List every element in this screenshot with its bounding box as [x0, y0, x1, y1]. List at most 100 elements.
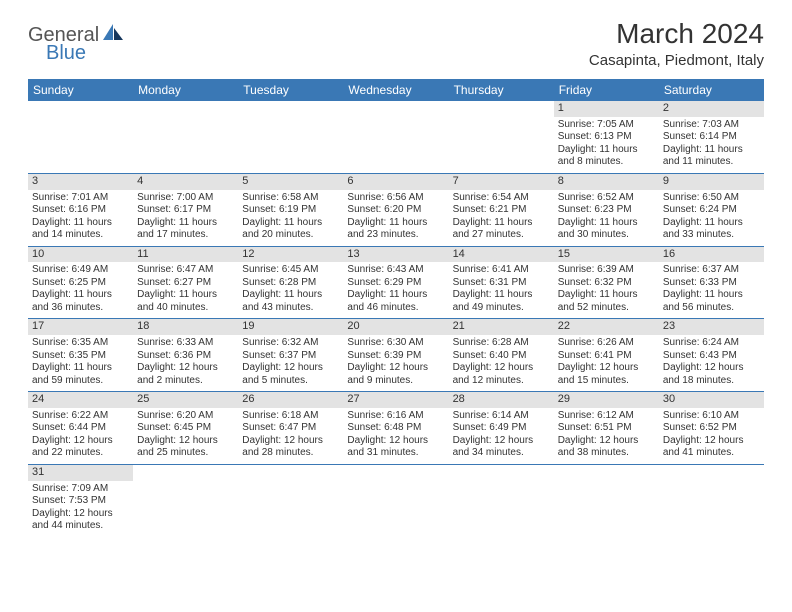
sunrise-text: Sunrise: 7:03 AM — [663, 119, 760, 132]
daylight-text: Daylight: 12 hours and 15 minutes. — [558, 362, 655, 387]
sunrise-text: Sunrise: 7:01 AM — [32, 192, 129, 205]
calendar-cell: 21Sunrise: 6:28 AMSunset: 6:40 PMDayligh… — [449, 319, 554, 391]
day-number — [449, 465, 554, 481]
daylight-text: Daylight: 12 hours and 18 minutes. — [663, 362, 760, 387]
sunrise-text: Sunrise: 6:50 AM — [663, 192, 760, 205]
weekday-thu: Thursday — [449, 79, 554, 101]
calendar-cell: 8Sunrise: 6:52 AMSunset: 6:23 PMDaylight… — [554, 174, 659, 246]
day-number: 21 — [449, 319, 554, 335]
daylight-text: Daylight: 11 hours and 27 minutes. — [453, 217, 550, 242]
day-number: 10 — [28, 247, 133, 263]
day-number: 7 — [449, 174, 554, 190]
sunrise-text: Sunrise: 7:09 AM — [32, 483, 129, 496]
daylight-text: Daylight: 12 hours and 41 minutes. — [663, 435, 760, 460]
sunrise-text: Sunrise: 6:20 AM — [137, 410, 234, 423]
calendar-week: 31Sunrise: 7:09 AMSunset: 7:53 PMDayligh… — [28, 465, 764, 537]
sunset-text: Sunset: 6:52 PM — [663, 422, 760, 435]
day-number: 1 — [554, 101, 659, 117]
sunrise-text: Sunrise: 7:00 AM — [137, 192, 234, 205]
daylight-text: Daylight: 11 hours and 8 minutes. — [558, 144, 655, 169]
calendar-cell: 14Sunrise: 6:41 AMSunset: 6:31 PMDayligh… — [449, 247, 554, 319]
logo-text-blue: Blue — [46, 42, 86, 65]
day-number: 20 — [343, 319, 448, 335]
day-number: 26 — [238, 392, 343, 408]
calendar-week: 17Sunrise: 6:35 AMSunset: 6:35 PMDayligh… — [28, 319, 764, 392]
sunset-text: Sunset: 6:51 PM — [558, 422, 655, 435]
calendar-cell: 13Sunrise: 6:43 AMSunset: 6:29 PMDayligh… — [343, 247, 448, 319]
sunrise-text: Sunrise: 6:18 AM — [242, 410, 339, 423]
sunset-text: Sunset: 6:33 PM — [663, 277, 760, 290]
day-content: Sunrise: 6:58 AMSunset: 6:19 PMDaylight:… — [238, 190, 343, 246]
sunrise-text: Sunrise: 6:26 AM — [558, 337, 655, 350]
calendar-cell: 18Sunrise: 6:33 AMSunset: 6:36 PMDayligh… — [133, 319, 238, 391]
day-number: 22 — [554, 319, 659, 335]
calendar-cell — [133, 101, 238, 173]
day-number — [238, 465, 343, 481]
day-number: 16 — [659, 247, 764, 263]
sunset-text: Sunset: 6:44 PM — [32, 422, 129, 435]
daylight-text: Daylight: 12 hours and 31 minutes. — [347, 435, 444, 460]
day-number — [28, 101, 133, 117]
calendar-cell — [449, 101, 554, 173]
daylight-text: Daylight: 11 hours and 14 minutes. — [32, 217, 129, 242]
sunset-text: Sunset: 6:49 PM — [453, 422, 550, 435]
day-number: 14 — [449, 247, 554, 263]
sunrise-text: Sunrise: 6:24 AM — [663, 337, 760, 350]
daylight-text: Daylight: 11 hours and 52 minutes. — [558, 289, 655, 314]
day-content: Sunrise: 7:01 AMSunset: 6:16 PMDaylight:… — [28, 190, 133, 246]
day-content: Sunrise: 6:37 AMSunset: 6:33 PMDaylight:… — [659, 262, 764, 318]
sunset-text: Sunset: 6:17 PM — [137, 204, 234, 217]
daylight-text: Daylight: 11 hours and 43 minutes. — [242, 289, 339, 314]
weekday-sun: Sunday — [28, 79, 133, 101]
daylight-text: Daylight: 11 hours and 59 minutes. — [32, 362, 129, 387]
day-content: Sunrise: 6:41 AMSunset: 6:31 PMDaylight:… — [449, 262, 554, 318]
calendar-cell: 31Sunrise: 7:09 AMSunset: 7:53 PMDayligh… — [28, 465, 133, 537]
sunset-text: Sunset: 6:27 PM — [137, 277, 234, 290]
sunrise-text: Sunrise: 6:58 AM — [242, 192, 339, 205]
daylight-text: Daylight: 12 hours and 9 minutes. — [347, 362, 444, 387]
day-content: Sunrise: 6:39 AMSunset: 6:32 PMDaylight:… — [554, 262, 659, 318]
day-content: Sunrise: 6:26 AMSunset: 6:41 PMDaylight:… — [554, 335, 659, 391]
daylight-text: Daylight: 11 hours and 33 minutes. — [663, 217, 760, 242]
daylight-text: Daylight: 12 hours and 44 minutes. — [32, 508, 129, 533]
day-number: 5 — [238, 174, 343, 190]
sunrise-text: Sunrise: 6:30 AM — [347, 337, 444, 350]
day-content: Sunrise: 7:05 AMSunset: 6:13 PMDaylight:… — [554, 117, 659, 173]
calendar-cell — [554, 465, 659, 537]
calendar: Sunday Monday Tuesday Wednesday Thursday… — [28, 79, 764, 537]
day-content: Sunrise: 6:47 AMSunset: 6:27 PMDaylight:… — [133, 262, 238, 318]
sunset-text: Sunset: 6:14 PM — [663, 131, 760, 144]
day-number — [133, 465, 238, 481]
title-block: March 2024 Casapinta, Piedmont, Italy — [589, 18, 764, 69]
sunrise-text: Sunrise: 6:45 AM — [242, 264, 339, 277]
day-number: 17 — [28, 319, 133, 335]
sunset-text: Sunset: 6:21 PM — [453, 204, 550, 217]
day-number: 2 — [659, 101, 764, 117]
day-number: 11 — [133, 247, 238, 263]
sunrise-text: Sunrise: 6:10 AM — [663, 410, 760, 423]
sunset-text: Sunset: 6:43 PM — [663, 350, 760, 363]
calendar-week: 1Sunrise: 7:05 AMSunset: 6:13 PMDaylight… — [28, 101, 764, 174]
sunset-text: Sunset: 6:37 PM — [242, 350, 339, 363]
day-number: 28 — [449, 392, 554, 408]
location-text: Casapinta, Piedmont, Italy — [589, 52, 764, 69]
day-content: Sunrise: 6:50 AMSunset: 6:24 PMDaylight:… — [659, 190, 764, 246]
calendar-cell: 7 Sunrise: 6:54 AMSunset: 6:21 PMDaylight… — [449, 174, 554, 246]
sunrise-text: Sunrise: 6:28 AM — [453, 337, 550, 350]
day-number: 19 — [238, 319, 343, 335]
calendar-cell: 28Sunrise: 6:14 AMSunset: 6:49 PMDayligh… — [449, 392, 554, 464]
sunset-text: Sunset: 7:53 PM — [32, 495, 129, 508]
daylight-text: Daylight: 12 hours and 38 minutes. — [558, 435, 655, 460]
sunset-text: Sunset: 6:40 PM — [453, 350, 550, 363]
day-number: 24 — [28, 392, 133, 408]
day-content: Sunrise: 6:24 AMSunset: 6:43 PMDaylight:… — [659, 335, 764, 391]
daylight-text: Daylight: 11 hours and 49 minutes. — [453, 289, 550, 314]
day-content: Sunrise: 6:10 AMSunset: 6:52 PMDaylight:… — [659, 408, 764, 464]
sunset-text: Sunset: 6:25 PM — [32, 277, 129, 290]
calendar-cell — [343, 465, 448, 537]
sunset-text: Sunset: 6:19 PM — [242, 204, 339, 217]
calendar-cell — [238, 465, 343, 537]
sunrise-text: Sunrise: 6:54 AM — [453, 192, 550, 205]
day-number: 9 — [659, 174, 764, 190]
calendar-cell: 29Sunrise: 6:12 AMSunset: 6:51 PMDayligh… — [554, 392, 659, 464]
